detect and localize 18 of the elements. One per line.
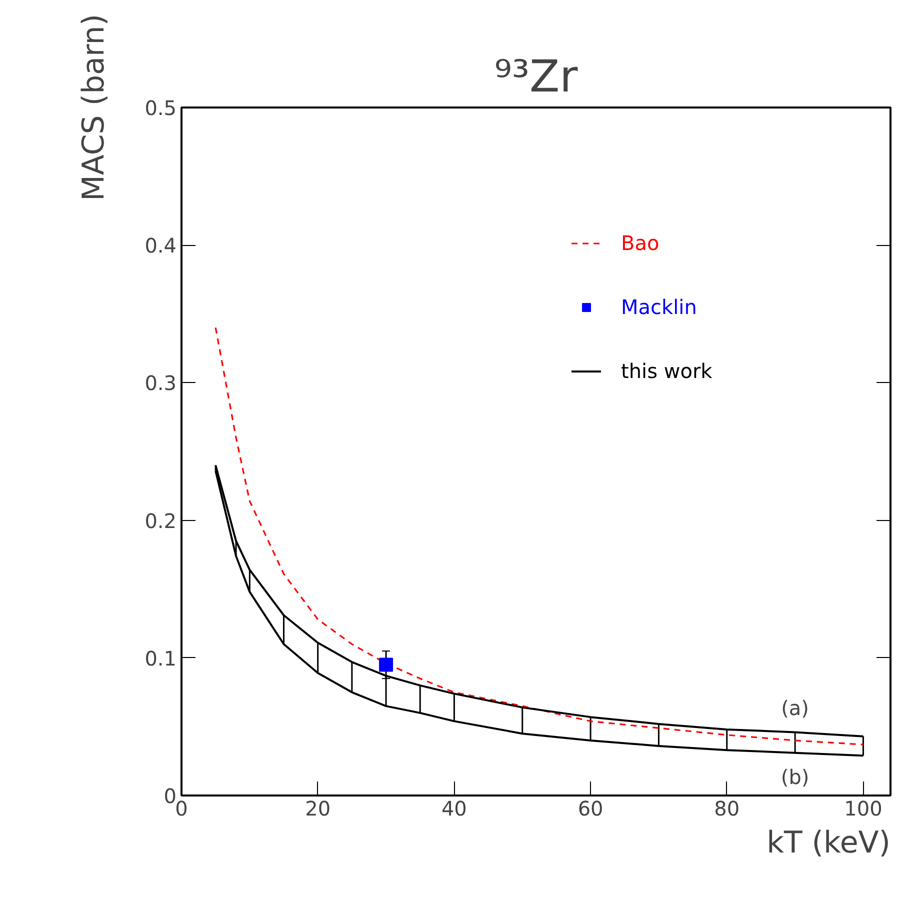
y-axis-title: MACS (barn) — [76, 14, 112, 202]
x-tick-label: 20 — [305, 796, 331, 820]
y-tick-label: 0.3 — [144, 371, 177, 396]
y-tick-label: 0.5 — [144, 96, 177, 120]
x-tick-label: 100 — [844, 796, 882, 820]
y-tick-label: 0.4 — [144, 234, 177, 258]
legend-label: this work — [621, 359, 712, 383]
legend-label: Bao — [621, 231, 660, 255]
x-tick-label: 60 — [578, 796, 604, 820]
annotation: (a) — [781, 696, 809, 720]
y-tick-label: 0.1 — [144, 646, 177, 670]
legend-label: Macklin — [621, 295, 697, 319]
y-tick-label: 0.2 — [144, 508, 177, 533]
x-axis-title: kT (keV) — [766, 826, 891, 860]
x-tick-label: 80 — [714, 796, 740, 820]
annotation: (b) — [780, 764, 810, 789]
x-tick-label: 40 — [441, 796, 467, 820]
chart-title: ⁹³Zr — [494, 52, 579, 102]
